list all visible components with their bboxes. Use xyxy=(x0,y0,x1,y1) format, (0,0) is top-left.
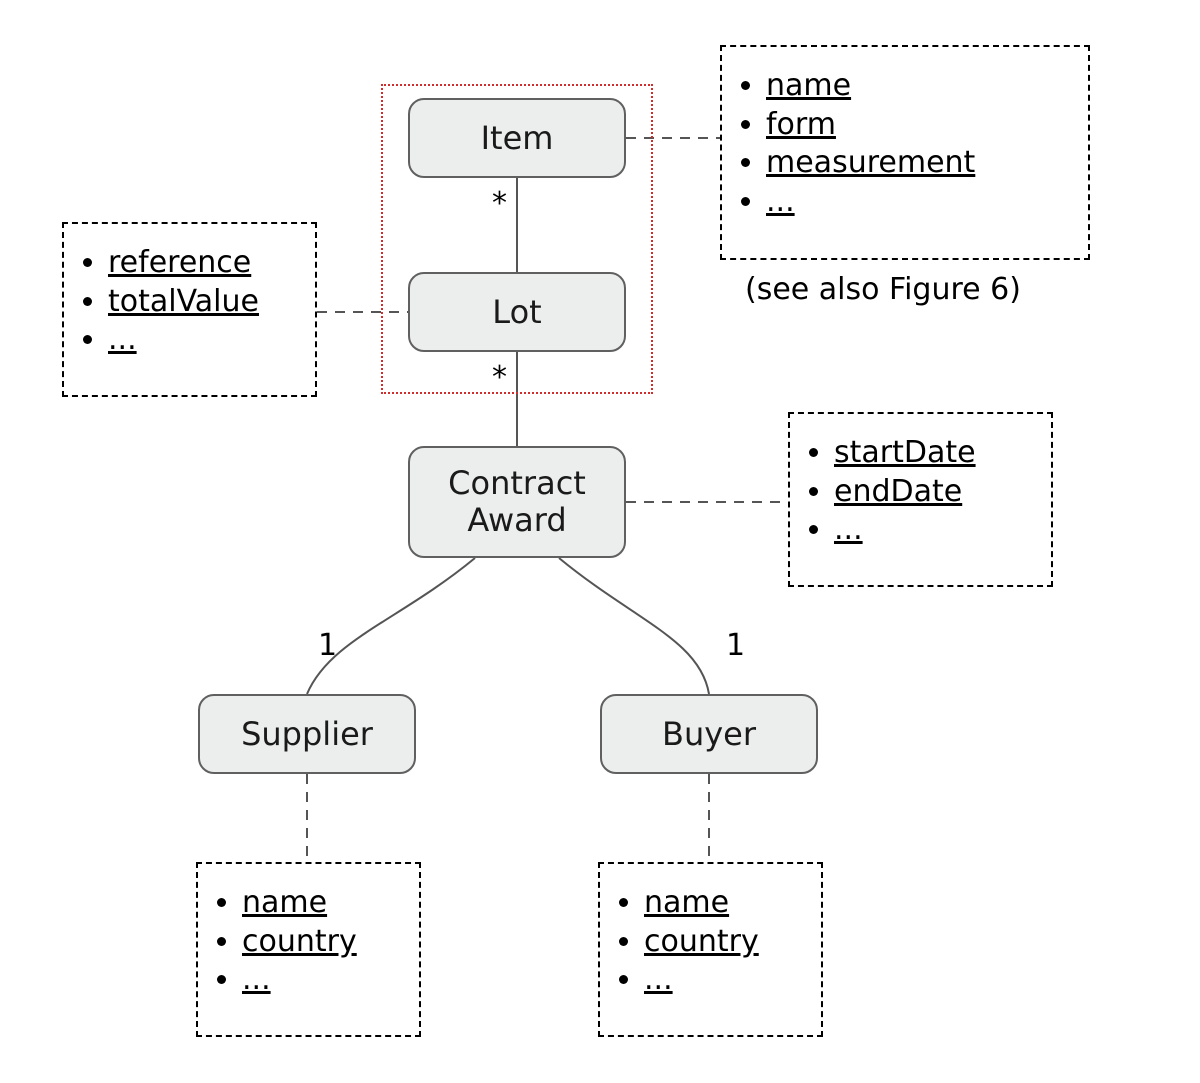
attr-item: name xyxy=(644,886,803,921)
node-buyer: Buyer xyxy=(600,694,818,774)
attr-item: ... xyxy=(108,323,297,358)
attrs-item: name formmeasurement... xyxy=(720,45,1090,260)
diagram-canvas: Item Lot Contract Award Supplier Buyer n… xyxy=(0,0,1200,1083)
label-lot-contract-mult: * xyxy=(492,360,507,395)
label-supplier-mult: 1 xyxy=(318,628,337,663)
attr-item: endDate xyxy=(834,475,1033,510)
node-contract-award: Contract Award xyxy=(408,446,626,558)
attrs-lot: reference totalValue... xyxy=(62,222,317,397)
node-supplier: Supplier xyxy=(198,694,416,774)
note-see-also: (see also Figure 6) xyxy=(745,272,1021,307)
attrs-contract-award: startDate endDate... xyxy=(788,412,1053,587)
attr-item: ... xyxy=(242,963,401,998)
label-item-lot-mult: * xyxy=(492,186,507,221)
attr-item: country xyxy=(242,925,401,960)
node-supplier-label: Supplier xyxy=(241,716,373,753)
node-contract-label: Contract Award xyxy=(448,465,586,539)
attrs-supplier: name country... xyxy=(196,862,421,1037)
attrs-buyer: name country... xyxy=(598,862,823,1037)
attr-item: startDate xyxy=(834,436,1033,471)
node-item: Item xyxy=(408,98,626,178)
attr-item: name xyxy=(766,69,1070,104)
attr-item: totalValue xyxy=(108,285,297,320)
attr-item: measurement xyxy=(766,146,1070,181)
node-item-label: Item xyxy=(481,120,554,157)
attr-item: ... xyxy=(834,513,1033,548)
node-lot: Lot xyxy=(408,272,626,352)
attr-item: reference xyxy=(108,246,297,281)
node-buyer-label: Buyer xyxy=(662,716,756,753)
attr-item: name xyxy=(242,886,401,921)
attr-item: form xyxy=(766,108,1070,143)
node-lot-label: Lot xyxy=(492,294,541,331)
attr-item: ... xyxy=(644,963,803,998)
attr-item: country xyxy=(644,925,803,960)
label-buyer-mult: 1 xyxy=(726,628,745,663)
attr-item: ... xyxy=(766,185,1070,220)
